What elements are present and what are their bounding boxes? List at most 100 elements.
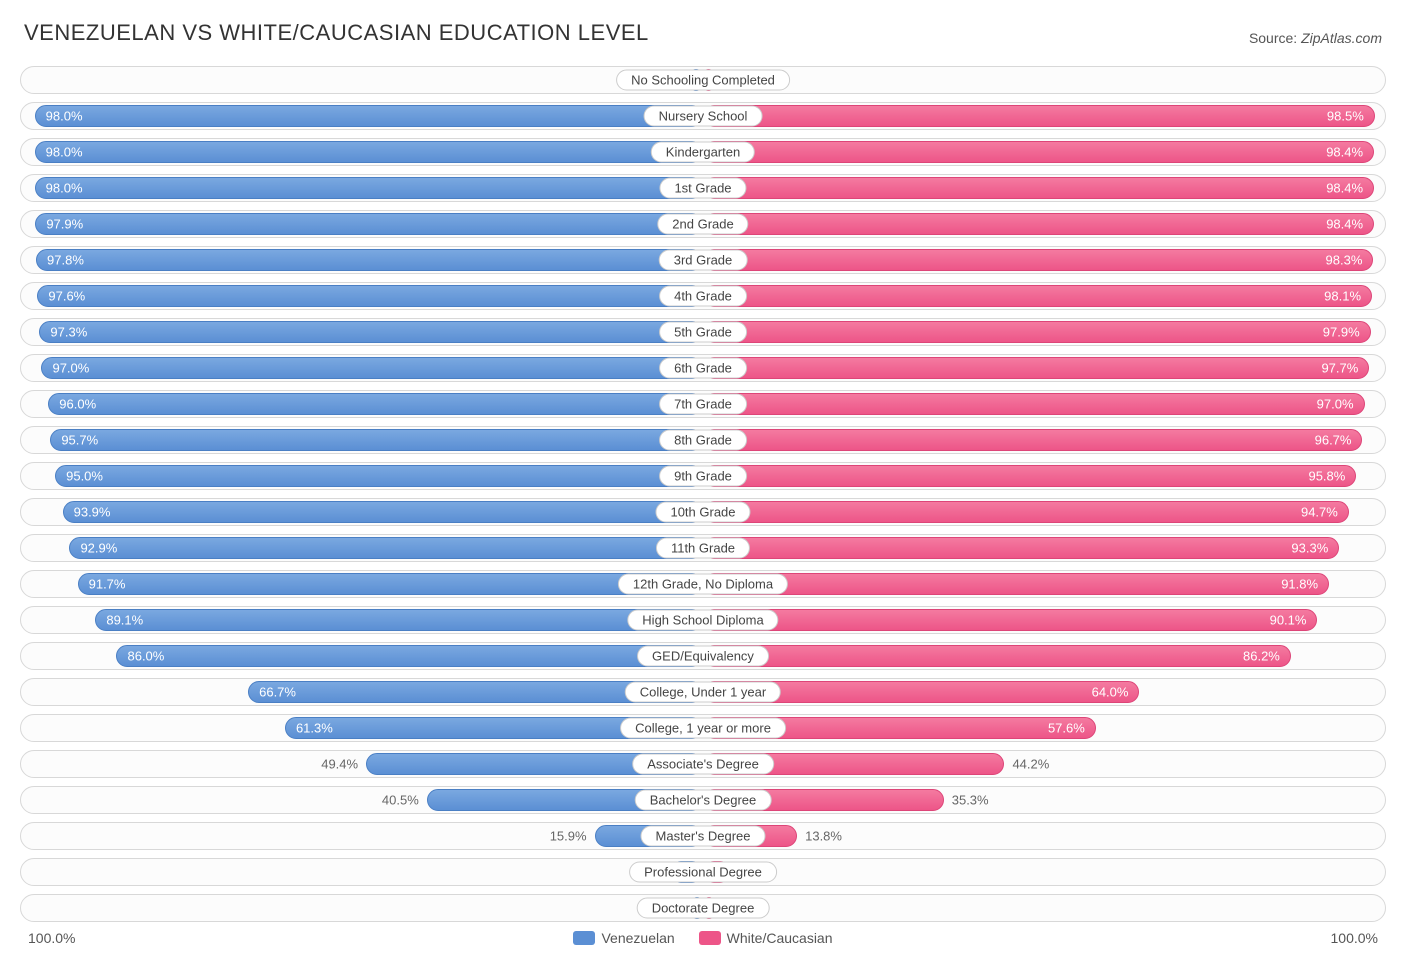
source-value: ZipAtlas.com xyxy=(1301,30,1382,46)
bar-left: 89.1% xyxy=(95,609,703,631)
value-left: 61.3% xyxy=(296,721,333,736)
bar-left: 97.3% xyxy=(39,321,703,343)
category-label: College, Under 1 year xyxy=(625,682,781,703)
chart-footer: 100.0% Venezuelan White/Caucasian 100.0% xyxy=(20,930,1386,946)
value-left: 95.0% xyxy=(66,469,103,484)
chart-row: 2.0%1.6%No Schooling Completed xyxy=(20,66,1386,94)
value-left: 93.9% xyxy=(74,505,111,520)
bar-right: 98.4% xyxy=(703,213,1374,235)
bar-left: 97.8% xyxy=(36,249,703,271)
bar-right: 98.5% xyxy=(703,105,1375,127)
category-label: Kindergarten xyxy=(651,142,755,163)
bar-left: 96.0% xyxy=(48,393,703,415)
chart-row: 96.0% 97.0% 7th Grade xyxy=(20,390,1386,418)
chart-row: 93.9% 94.7% 10th Grade xyxy=(20,498,1386,526)
category-label: 12th Grade, No Diploma xyxy=(618,574,788,595)
chart-legend: Venezuelan White/Caucasian xyxy=(75,930,1330,946)
bar-right: 95.8% xyxy=(703,465,1356,487)
legend-item-left: Venezuelan xyxy=(573,930,674,946)
bar-left: 98.0% xyxy=(35,177,703,199)
category-label: No Schooling Completed xyxy=(616,70,790,91)
bar-right: 97.9% xyxy=(703,321,1371,343)
bar-right: 98.4% xyxy=(703,141,1374,163)
category-label: High School Diploma xyxy=(627,610,778,631)
value-right: 35.3% xyxy=(952,793,989,808)
bar-right: 86.2% xyxy=(703,645,1291,667)
chart-row: 97.3% 97.9% 5th Grade xyxy=(20,318,1386,346)
chart-row: 66.7%64.0%College, Under 1 year xyxy=(20,678,1386,706)
chart-row: 92.9% 93.3% 11th Grade xyxy=(20,534,1386,562)
chart-row: 98.0%98.4%Kindergarten xyxy=(20,138,1386,166)
value-right: 98.4% xyxy=(1326,145,1363,160)
value-left: 97.3% xyxy=(50,325,87,340)
bar-right: 98.3% xyxy=(703,249,1373,271)
value-right: 13.8% xyxy=(805,829,842,844)
legend-label-right: White/Caucasian xyxy=(727,930,833,946)
value-left: 40.5% xyxy=(382,793,419,808)
value-left: 97.6% xyxy=(48,289,85,304)
chart-row: 89.1%90.1%High School Diploma xyxy=(20,606,1386,634)
category-label: 10th Grade xyxy=(655,502,750,523)
category-label: 11th Grade xyxy=(656,538,750,559)
value-right: 86.2% xyxy=(1243,649,1280,664)
legend-swatch-right xyxy=(699,931,721,945)
value-right: 98.3% xyxy=(1326,253,1363,268)
value-left: 49.4% xyxy=(321,757,358,772)
value-left: 97.9% xyxy=(46,217,83,232)
bar-right: 98.1% xyxy=(703,285,1372,307)
value-right: 93.3% xyxy=(1291,541,1328,556)
category-label: Bachelor's Degree xyxy=(635,790,772,811)
bar-left: 93.9% xyxy=(63,501,703,523)
category-label: Associate's Degree xyxy=(632,754,774,775)
bar-right: 91.8% xyxy=(703,573,1329,595)
source-label: Source: xyxy=(1249,30,1297,46)
bar-right: 97.0% xyxy=(703,393,1365,415)
chart-row: 1.7%1.8%Doctorate Degree xyxy=(20,894,1386,922)
chart-row: 98.0% 98.5%Nursery School xyxy=(20,102,1386,130)
value-left: 97.0% xyxy=(52,361,89,376)
value-left: 96.0% xyxy=(59,397,96,412)
bar-right: 97.7% xyxy=(703,357,1369,379)
category-label: 9th Grade xyxy=(659,466,747,487)
bar-left: 91.7% xyxy=(78,573,703,595)
bar-right: 93.3% xyxy=(703,537,1339,559)
value-right: 98.4% xyxy=(1326,181,1363,196)
bar-left: 97.6% xyxy=(37,285,703,307)
category-label: Nursery School xyxy=(644,106,763,127)
chart-row: 97.8% 98.3% 3rd Grade xyxy=(20,246,1386,274)
category-label: 6th Grade xyxy=(659,358,747,379)
bar-left: 97.9% xyxy=(35,213,703,235)
diverging-bar-chart: 2.0%1.6%No Schooling Completed 98.0% 98.5%… xyxy=(20,66,1386,922)
value-right: 97.9% xyxy=(1323,325,1360,340)
value-left: 98.0% xyxy=(46,109,83,124)
bar-right: 90.1% xyxy=(703,609,1317,631)
category-label: 5th Grade xyxy=(659,322,747,343)
value-right: 44.2% xyxy=(1012,757,1049,772)
bar-right: 98.4% xyxy=(703,177,1374,199)
category-label: Doctorate Degree xyxy=(637,898,770,919)
category-label: 8th Grade xyxy=(659,430,747,451)
value-right: 94.7% xyxy=(1301,505,1338,520)
bar-right: 94.7% xyxy=(703,501,1349,523)
chart-title: VENEZUELAN VS WHITE/CAUCASIAN EDUCATION … xyxy=(24,20,649,46)
value-right: 91.8% xyxy=(1281,577,1318,592)
category-label: 7th Grade xyxy=(659,394,747,415)
chart-row: 49.4% 44.2% Associate's Degree xyxy=(20,750,1386,778)
legend-label-left: Venezuelan xyxy=(601,930,674,946)
value-right: 97.7% xyxy=(1321,361,1358,376)
category-label: 4th Grade xyxy=(659,286,747,307)
category-label: College, 1 year or more xyxy=(620,718,786,739)
bar-left: 92.9% xyxy=(69,537,703,559)
category-label: 1st Grade xyxy=(659,178,746,199)
category-label: 3rd Grade xyxy=(659,250,748,271)
value-left: 91.7% xyxy=(89,577,126,592)
value-right: 97.0% xyxy=(1317,397,1354,412)
bar-left: 97.0% xyxy=(41,357,703,379)
bar-left: 95.0% xyxy=(55,465,703,487)
value-right: 98.4% xyxy=(1326,217,1363,232)
chart-row: 97.9%98.4%2nd Grade xyxy=(20,210,1386,238)
bar-right: 96.7% xyxy=(703,429,1362,451)
bar-left: 98.0% xyxy=(35,105,703,127)
value-left: 86.0% xyxy=(127,649,164,664)
bar-left: 95.7% xyxy=(50,429,703,451)
